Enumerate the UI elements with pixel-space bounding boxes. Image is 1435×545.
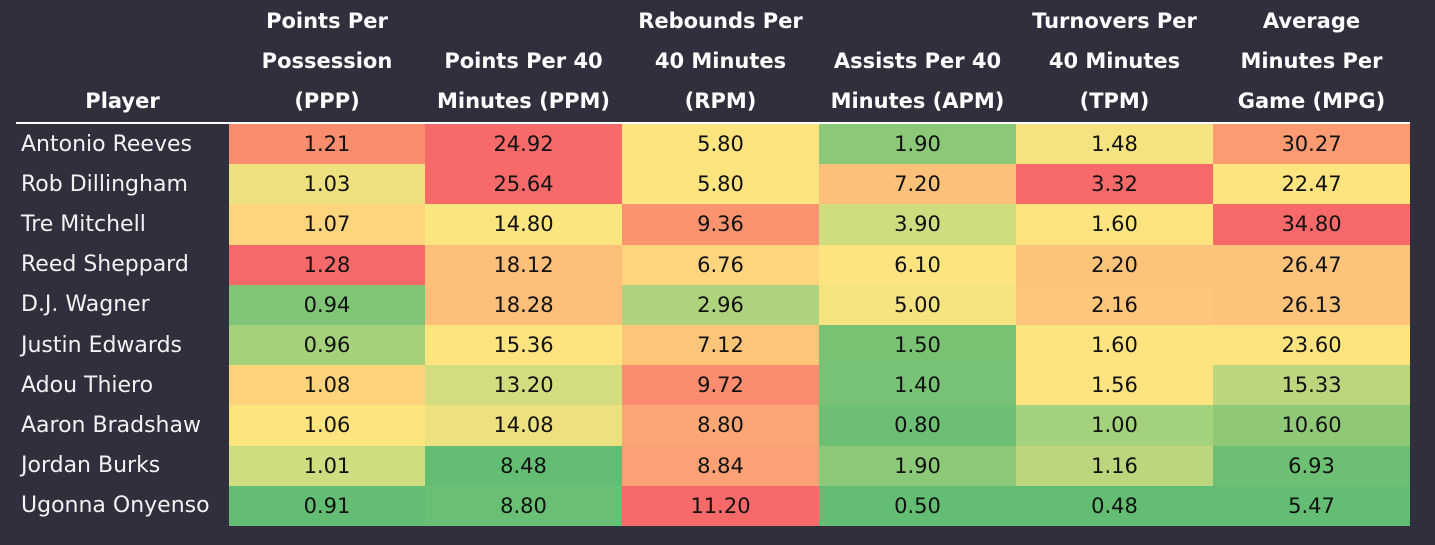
heat-cell-apm: 0.80 — [819, 405, 1016, 446]
heat-cell-tpm: 1.60 — [1016, 324, 1213, 366]
heat-cell-rpm: 9.72 — [622, 365, 819, 406]
heat-cell-ppp: 0.96 — [229, 324, 425, 366]
heat-cell-ppm: 18.28 — [425, 284, 622, 325]
heat-cell-ppp: 1.06 — [229, 405, 425, 446]
table-row: Reed Sheppard 1.28 18.12 6.76 6.10 2.20 26.47 — [16, 244, 1410, 285]
heat-cell-apm: 1.40 — [819, 365, 1016, 406]
heat-cell-mpg: 22.47 — [1213, 164, 1410, 205]
heat-cell-rpm: 11.20 — [622, 485, 819, 526]
column-header-tpm: Turnovers Per 40 Minutes (TPM) — [1032, 9, 1197, 113]
heat-cell-mpg: 30.27 — [1213, 123, 1410, 165]
heat-cell-apm: 3.90 — [819, 204, 1016, 245]
heat-cell-mpg: 6.93 — [1213, 445, 1410, 486]
table-row: Adou Thiero 1.08 13.20 9.72 1.40 1.56 15.33 — [16, 365, 1410, 406]
heat-cell-mpg: 15.33 — [1213, 365, 1410, 406]
table-row: D.J. Wagner 0.94 18.28 2.96 5.00 2.16 26.13 — [16, 284, 1410, 325]
heat-cell-ppm: 18.12 — [425, 244, 622, 285]
heat-cell-tpm: 3.32 — [1016, 164, 1213, 205]
heat-cell-ppm: 8.80 — [425, 485, 622, 526]
heat-cell-mpg: 23.60 — [1213, 324, 1410, 366]
heat-cell-ppp: 0.94 — [229, 284, 425, 325]
heat-cell-rpm: 9.36 — [622, 204, 819, 245]
player-name-cell: Adou Thiero — [16, 365, 229, 406]
heat-cell-ppm: 14.08 — [425, 405, 622, 446]
player-name-cell: Aaron Bradshaw — [16, 405, 229, 446]
heat-cell-tpm: 0.48 — [1016, 485, 1213, 526]
heat-cell-mpg: 10.60 — [1213, 405, 1410, 446]
heat-cell-tpm: 1.56 — [1016, 365, 1213, 406]
heat-cell-ppm: 15.36 — [425, 324, 622, 366]
table-row: Aaron Bradshaw 1.06 14.08 8.80 0.80 1.00 10.60 — [16, 405, 1410, 446]
heat-cell-ppp: 1.08 — [229, 365, 425, 406]
table-row: Tre Mitchell 1.07 14.80 9.36 3.90 1.60 34.80 — [16, 204, 1410, 245]
heatmap-table: Player Points Per Possession (PPP) Point… — [16, 0, 1410, 526]
player-name-cell: Rob Dillingham — [16, 164, 229, 205]
heat-cell-ppm: 13.20 — [425, 365, 622, 406]
table-row: Jordan Burks 1.01 8.48 8.84 1.90 1.16 6.93 — [16, 445, 1410, 486]
heat-cell-ppm: 24.92 — [425, 123, 622, 165]
heat-cell-mpg: 26.47 — [1213, 244, 1410, 285]
heat-cell-ppm: 25.64 — [425, 164, 622, 205]
heat-cell-ppm: 14.80 — [425, 204, 622, 245]
column-header-player: Player — [85, 89, 160, 113]
heat-cell-rpm: 8.80 — [622, 405, 819, 446]
heat-cell-tpm: 2.20 — [1016, 244, 1213, 285]
heat-cell-ppp: 1.21 — [229, 123, 425, 165]
heat-cell-rpm: 6.76 — [622, 244, 819, 285]
player-name-cell: Ugonna Onyenso — [16, 485, 229, 526]
heat-cell-tpm: 1.00 — [1016, 405, 1213, 446]
heat-cell-tpm: 1.48 — [1016, 123, 1213, 165]
heat-cell-mpg: 34.80 — [1213, 204, 1410, 245]
column-header-ppm: Points Per 40 Minutes (PPM) — [437, 49, 610, 113]
heat-cell-rpm: 2.96 — [622, 284, 819, 325]
heat-cell-mpg: 5.47 — [1213, 485, 1410, 526]
table-row: Justin Edwards 0.96 15.36 7.12 1.50 1.60 23.60 — [16, 324, 1410, 366]
heat-cell-apm: 5.00 — [819, 284, 1016, 325]
heat-cell-ppp: 1.28 — [229, 244, 425, 285]
heat-cell-tpm: 2.16 — [1016, 284, 1213, 325]
heat-cell-ppp: 1.01 — [229, 445, 425, 486]
column-header-ppp: Points Per Possession (PPP) — [261, 9, 393, 113]
heat-cell-apm: 7.20 — [819, 164, 1016, 205]
player-name-cell: Antonio Reeves — [16, 123, 229, 165]
player-name-cell: D.J. Wagner — [16, 284, 229, 325]
table-row: Rob Dillingham 1.03 25.64 5.80 7.20 3.32 22.47 — [16, 164, 1410, 205]
heat-cell-ppp: 1.07 — [229, 204, 425, 245]
player-name-cell: Tre Mitchell — [16, 204, 229, 245]
player-name-cell: Jordan Burks — [16, 445, 229, 486]
heat-cell-apm: 1.90 — [819, 445, 1016, 486]
table-row: Antonio Reeves 1.21 24.92 5.80 1.90 1.48 30.27 — [16, 123, 1410, 165]
table-row: Ugonna Onyenso 0.91 8.80 11.20 0.50 0.48 5.47 — [16, 485, 1410, 526]
heat-cell-mpg: 26.13 — [1213, 284, 1410, 325]
player-name-cell: Justin Edwards — [16, 324, 229, 366]
heat-cell-rpm: 8.84 — [622, 445, 819, 486]
heat-cell-rpm: 7.12 — [622, 324, 819, 366]
heat-cell-ppp: 1.03 — [229, 164, 425, 205]
column-header-rpm: Rebounds Per 40 Minutes (RPM) — [638, 9, 803, 113]
column-header-apm: Assists Per 40 Minutes (APM) — [830, 49, 1005, 113]
table-body: Antonio Reeves 1.21 24.92 5.80 1.90 1.48 30.27… — [16, 123, 1410, 526]
heat-cell-apm: 1.50 — [819, 324, 1016, 366]
player-name-cell: Reed Sheppard — [16, 244, 229, 285]
heat-cell-rpm: 5.80 — [622, 164, 819, 205]
heat-cell-apm: 6.10 — [819, 244, 1016, 285]
column-header-mpg: Average Minutes Per Game (MPG) — [1237, 9, 1386, 113]
header-row: Player Points Per Possession (PPP) Point… — [16, 0, 1410, 123]
heat-cell-tpm: 1.60 — [1016, 204, 1213, 245]
heat-cell-rpm: 5.80 — [622, 123, 819, 165]
heat-cell-ppp: 0.91 — [229, 485, 425, 526]
heat-cell-apm: 1.90 — [819, 123, 1016, 165]
heat-cell-apm: 0.50 — [819, 485, 1016, 526]
heat-cell-tpm: 1.16 — [1016, 445, 1213, 486]
heat-cell-ppm: 8.48 — [425, 445, 622, 486]
